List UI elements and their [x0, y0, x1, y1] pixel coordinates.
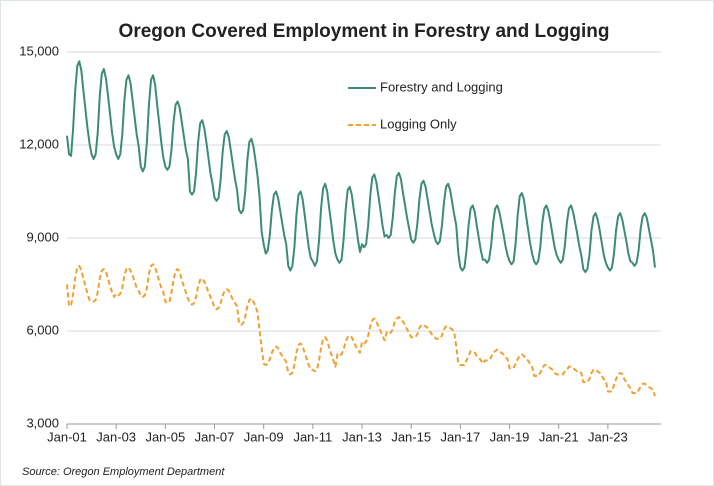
legend-label: Logging Only [380, 116, 457, 131]
x-tick-label: Jan-07 [195, 429, 235, 444]
y-tick-label: 6,000 [26, 322, 59, 337]
x-tick-label: Jan-11 [293, 429, 332, 444]
x-tick-label: Jan-15 [391, 429, 431, 444]
x-tick-label: Jan-03 [96, 429, 136, 444]
x-tick-label: Jan-01 [47, 429, 87, 444]
x-tick-label: Jan-19 [490, 429, 530, 444]
y-tick-label: 12,000 [19, 136, 59, 151]
chart-title: Oregon Covered Employment in Forestry an… [119, 21, 610, 42]
x-tick-label: Jan-23 [588, 429, 628, 444]
series-line [66, 263, 656, 397]
x-tick-label: Jan-13 [342, 429, 382, 444]
x-tick-label: Jan-05 [145, 429, 185, 444]
legend-label: Forestry and Logging [380, 79, 503, 94]
y-tick-label: 15,000 [19, 43, 59, 58]
y-tick-label: 3,000 [26, 415, 59, 430]
series-line [66, 60, 656, 274]
x-tick-label: Jan-17 [440, 429, 480, 444]
x-tick-label: Jan-09 [244, 429, 284, 444]
x-tick-label: Jan-21 [539, 429, 579, 444]
source-note: Source: Oregon Employment Department [22, 466, 225, 478]
y-tick-label: 9,000 [26, 229, 59, 244]
